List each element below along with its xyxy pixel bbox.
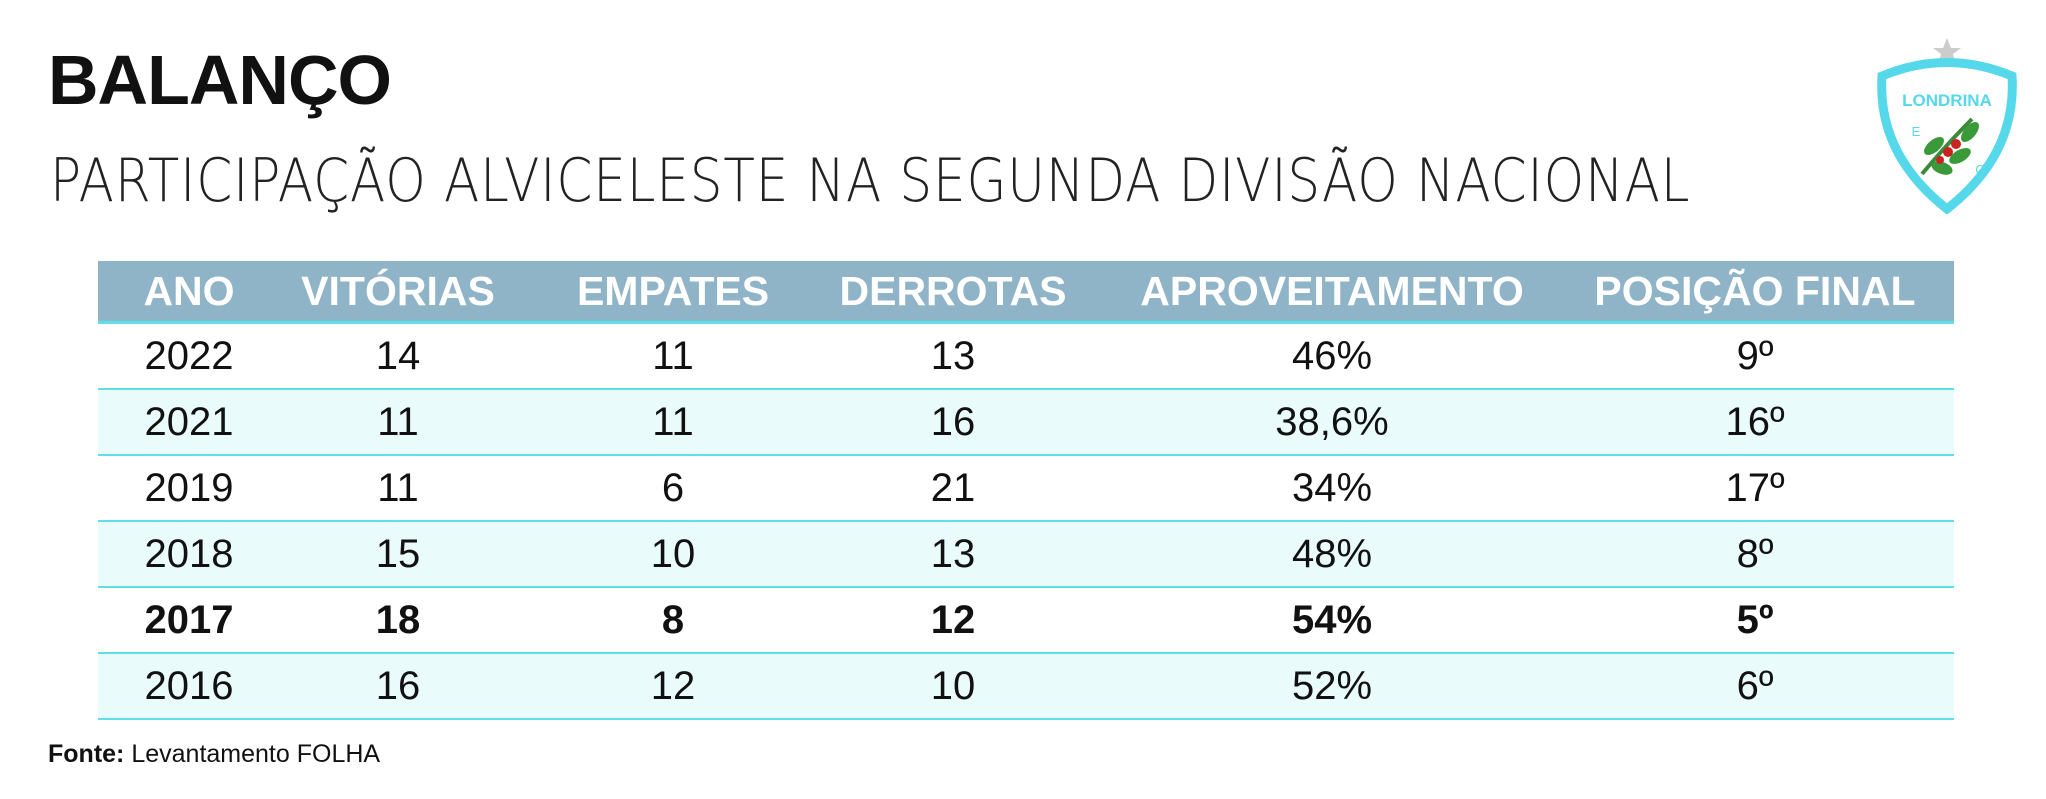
coffee-branch (1920, 117, 1979, 176)
table-cell: 11 (652, 399, 694, 444)
footer-label: Fonte: (48, 740, 125, 768)
table-row: 2018 15 10 13 48% 8º (98, 522, 1954, 588)
table-cell: 2018 (144, 531, 234, 576)
table-cell: 11 (652, 333, 694, 378)
table-cell: 16 (375, 663, 421, 708)
table-cell: 2017 (144, 597, 234, 642)
footer-text: Levantamento FOLHA (131, 740, 381, 768)
table-cell: 2021 (144, 399, 234, 444)
table-cell: 13 (930, 531, 976, 576)
logo: LONDRINA E C (1877, 38, 2017, 214)
table-cell: 11 (377, 399, 419, 444)
shield (1877, 58, 2017, 214)
subtitle: PARTICIPAÇÃO ALVICELESTE NA SEGUNDA DIVI… (50, 146, 1691, 216)
star (1933, 38, 1961, 64)
footer: Fonte: Levantamento FOLHA (48, 740, 380, 769)
table-cell: 5º (1736, 597, 1774, 642)
table-cell: 38,6% (1275, 399, 1389, 444)
table-cell: 12 (930, 597, 976, 642)
table-cell: 34% (1291, 465, 1373, 510)
logo-name: LONDRINA (1902, 91, 1992, 110)
table-cell: 6º (1736, 663, 1774, 708)
table-cell: 18 (375, 597, 421, 642)
table-cell: 10 (930, 663, 976, 708)
column-header: ANO (143, 267, 235, 314)
table-row: 2017 18 8 12 54% 5º (98, 588, 1954, 654)
table-cell: 8 (661, 597, 685, 642)
table-cell: 11 (377, 465, 419, 510)
table-cell: 2016 (144, 663, 234, 708)
header-row: ANO VITÓRIAS EMPATES DERROTAS APROVEITAMENTO… (98, 261, 1954, 324)
logo-letter: C (1975, 162, 1984, 177)
column-header: APROVEITAMENTO (1140, 267, 1524, 314)
table-cell: 9º (1736, 333, 1774, 378)
table-row: 2019 11 6 21 34% 17º (98, 456, 1954, 522)
table: ANO VITÓRIAS EMPATES DERROTAS APROVEITAMENTO… (98, 261, 1954, 720)
table-cell: 13 (930, 333, 976, 378)
table-cell: 52% (1291, 663, 1373, 708)
column-header: POSIÇÃO FINAL (1594, 267, 1916, 314)
table-row: 2021 11 11 16 38,6% 16º (98, 390, 1954, 456)
table-cell: 14 (375, 333, 421, 378)
title: BALANÇO (48, 41, 392, 119)
table-row: 2016 16 12 10 52% 6º (98, 654, 1954, 720)
table-cell: 10 (650, 531, 696, 576)
table-cell: 8º (1736, 531, 1774, 576)
table-cell: 21 (930, 465, 976, 510)
logo-letter: E (1912, 124, 1921, 139)
table-cell: 46% (1291, 333, 1373, 378)
table-cell: 16º (1725, 399, 1785, 444)
table-cell: 12 (650, 663, 696, 708)
table-cell: 17º (1725, 465, 1785, 510)
table-row: 2022 14 11 13 46% 9º (98, 324, 1954, 390)
table-cell: 15 (375, 531, 421, 576)
table-cell: 2022 (144, 333, 234, 378)
column-header: DERROTAS (839, 267, 1067, 314)
table-cell: 54% (1291, 597, 1373, 642)
column-header: VITÓRIAS (301, 267, 495, 314)
table-cell: 48% (1291, 531, 1373, 576)
column-header: EMPATES (576, 267, 770, 314)
table-cell: 6 (661, 465, 685, 510)
table-cell: 16 (930, 399, 976, 444)
table-cell: 2019 (144, 465, 234, 510)
